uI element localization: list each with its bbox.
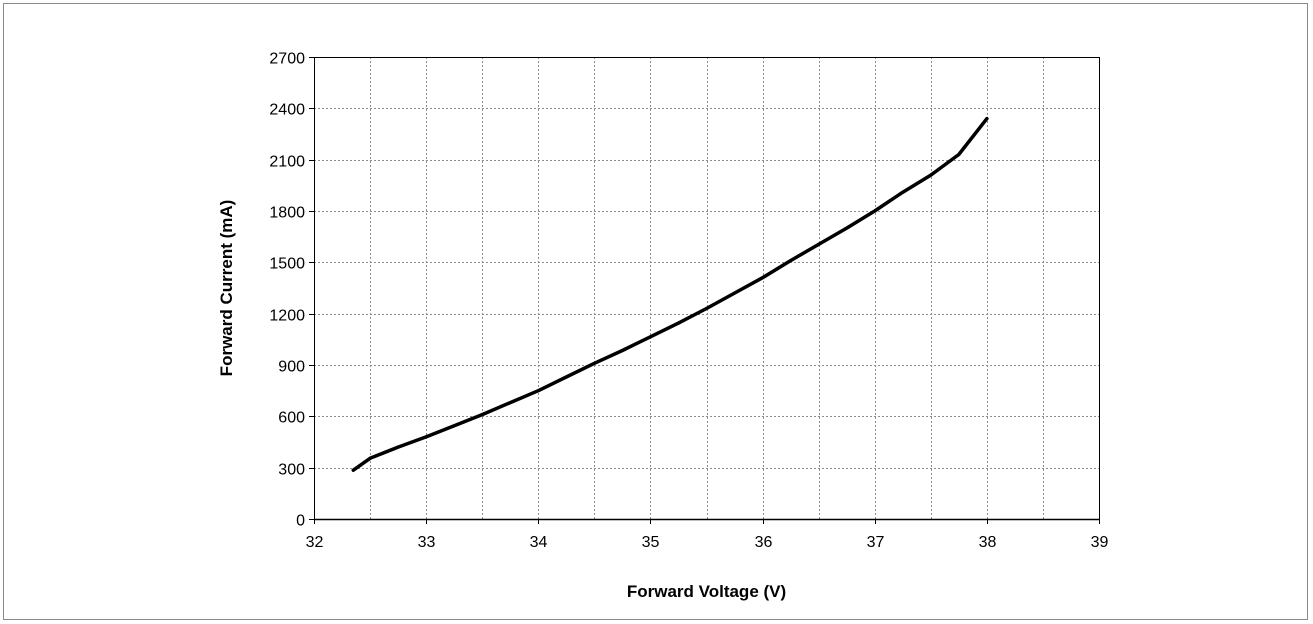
y-tick-label: 2400	[269, 102, 305, 119]
y-tick-label: 0	[296, 513, 305, 530]
y-tick-label: 300	[278, 462, 305, 479]
y-tick-label: 900	[278, 359, 305, 376]
y-axis-title: Forward Current (mA)	[217, 200, 236, 377]
series-lines	[351, 116, 989, 472]
y-tick-label: 1200	[269, 308, 305, 325]
x-tick-label: 35	[642, 534, 660, 551]
grid-lines	[314, 57, 1099, 519]
x-tick-label: 39	[1091, 534, 1109, 551]
y-tick-label: 2100	[269, 154, 305, 171]
axes	[309, 57, 1100, 524]
plot-area	[314, 57, 1099, 519]
x-tick-label: 37	[867, 534, 885, 551]
x-tick-label: 33	[418, 534, 436, 551]
y-tick-label: 600	[278, 410, 305, 427]
forward-current-curve	[351, 116, 989, 472]
y-tick-label: 1800	[269, 205, 305, 222]
y-tick-label: 2700	[269, 51, 305, 68]
x-tick-label: 38	[979, 534, 997, 551]
x-tick-label: 36	[755, 534, 773, 551]
x-axis-title: Forward Voltage (V)	[627, 582, 786, 601]
x-tick-label: 34	[530, 534, 548, 551]
tick-labels: 0 300 600 900 1200 1500 1800 2100 2400 2700 32 33 34…	[269, 51, 1108, 552]
x-tick-label: 32	[306, 534, 324, 551]
y-tick-label: 1500	[269, 256, 305, 273]
